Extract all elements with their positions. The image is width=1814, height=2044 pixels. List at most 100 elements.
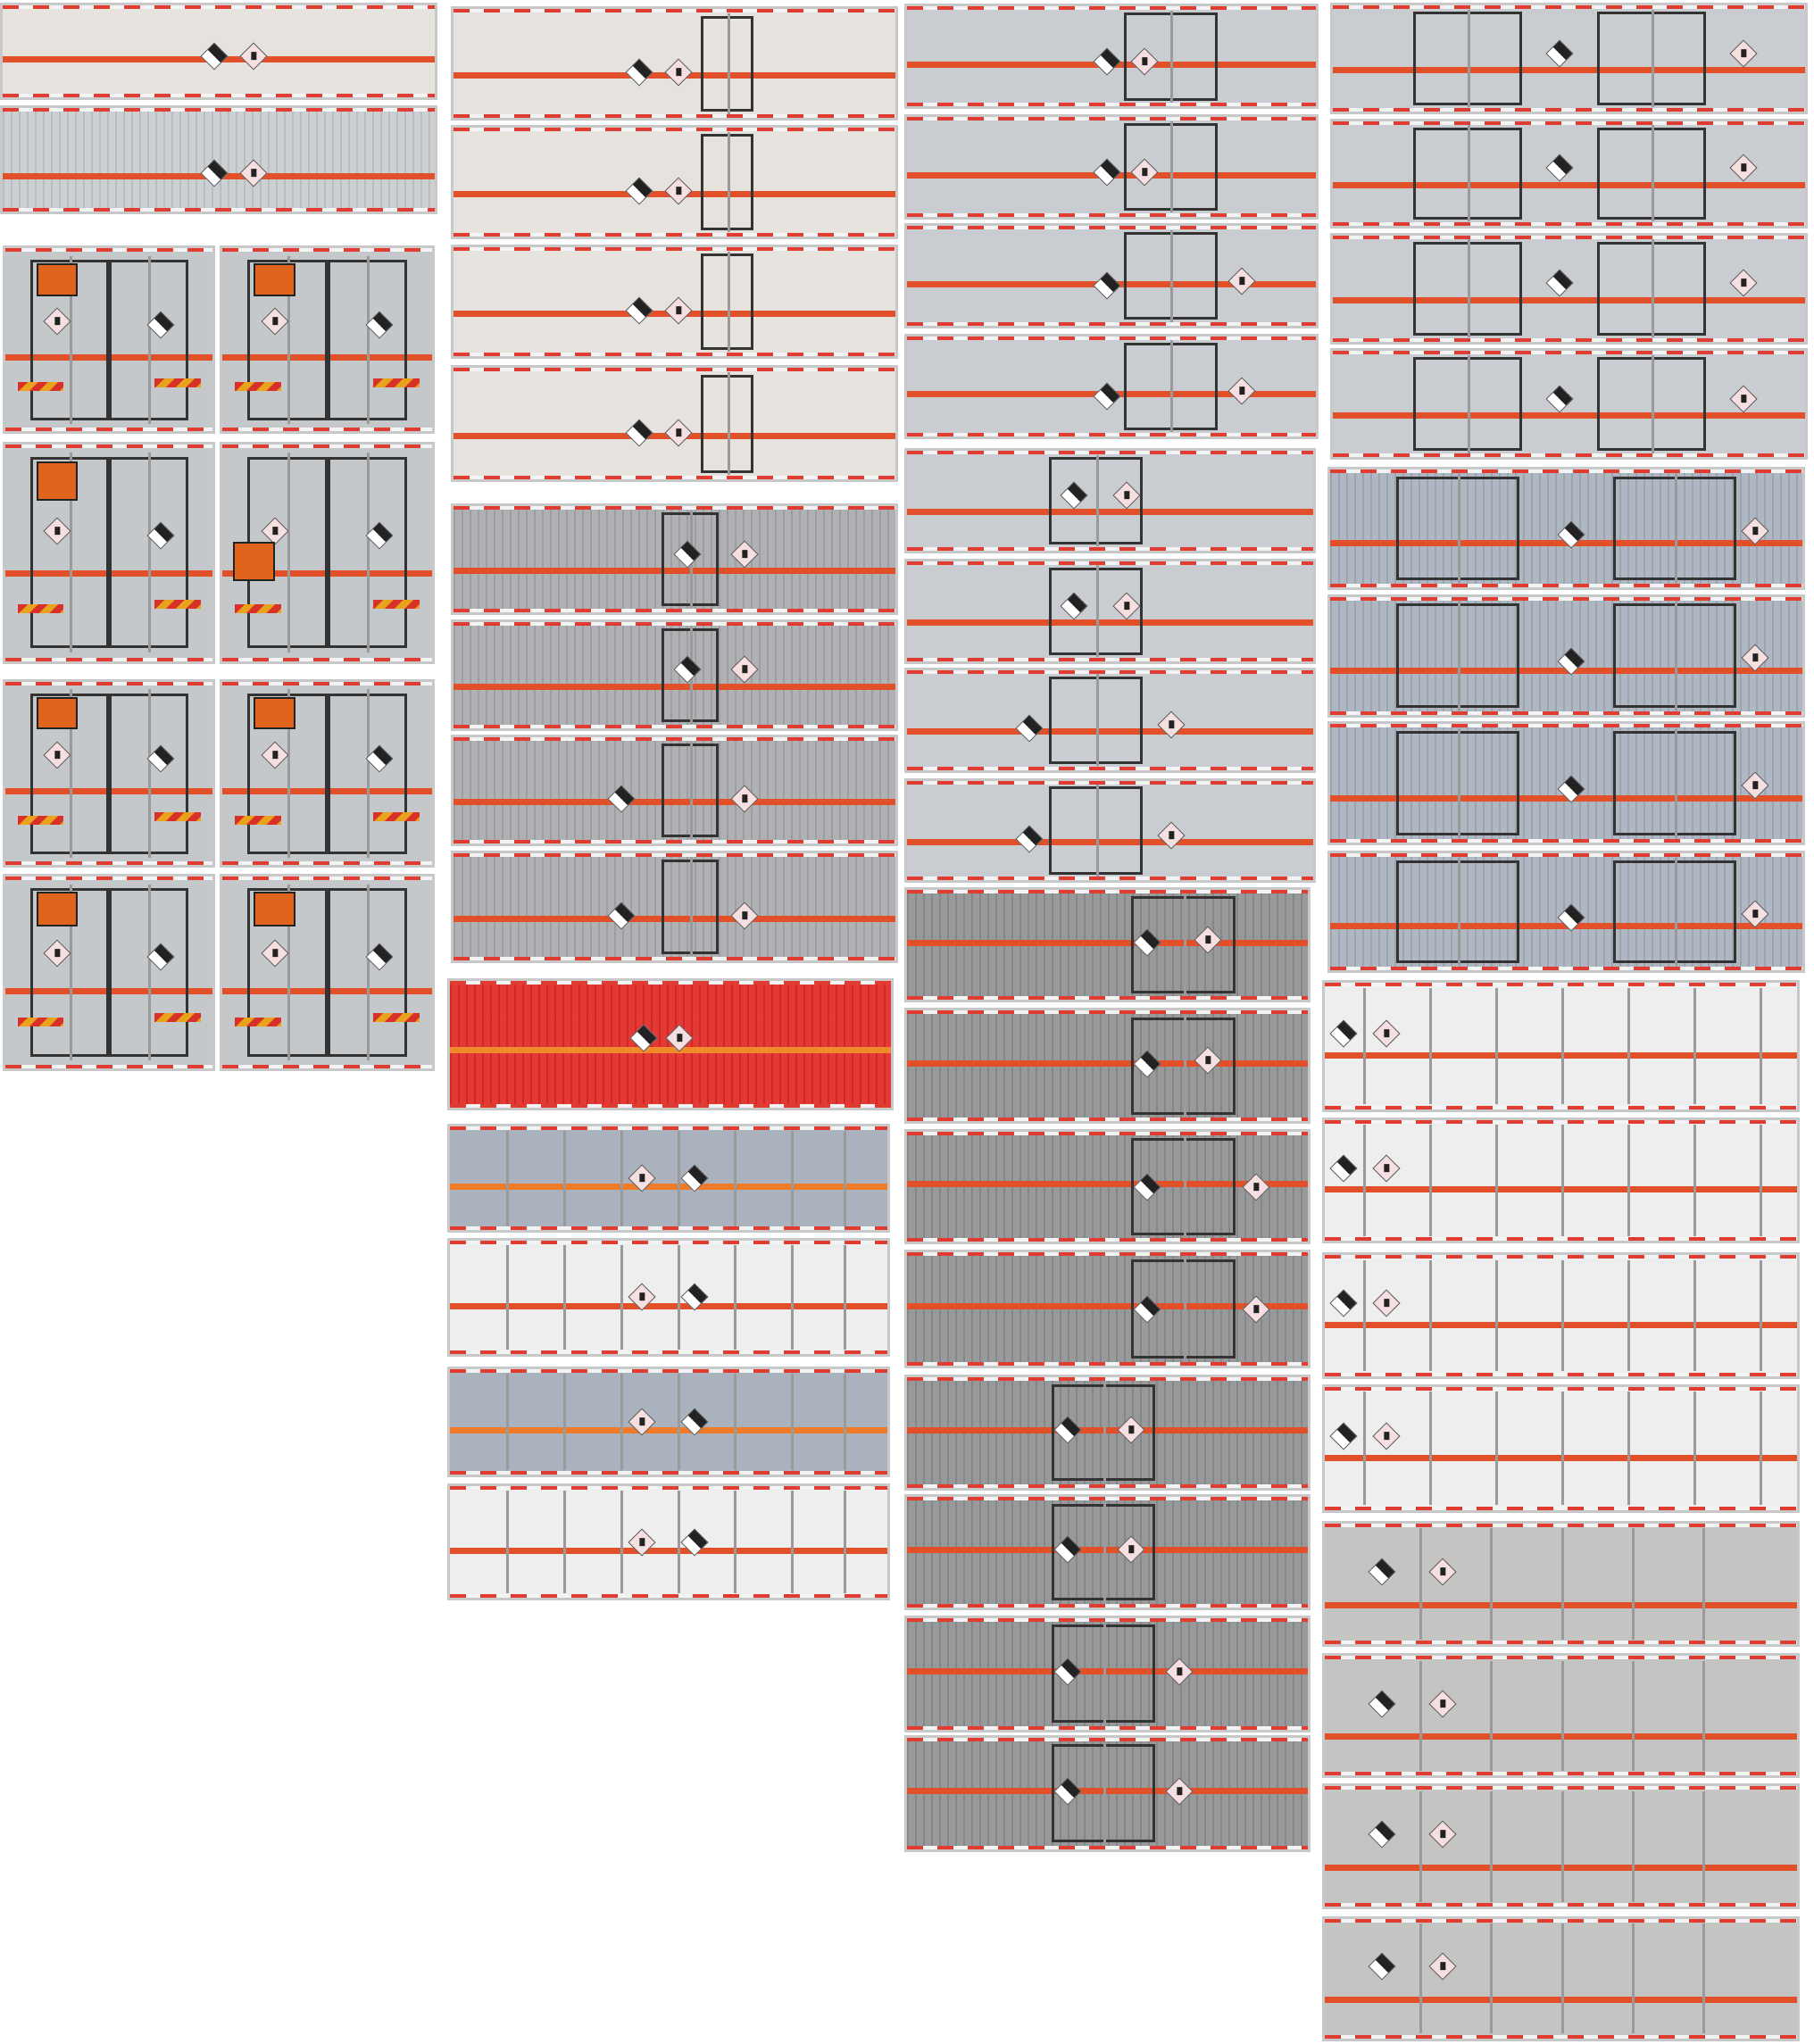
environmental-hazard-icon: [239, 41, 268, 71]
door-lock-bar: [677, 1491, 680, 1594]
top-reflective-tape: [454, 621, 895, 626]
orange-hazard-plate: [254, 262, 296, 296]
door-lock-bar: [70, 884, 73, 1061]
door-lock-bar: [727, 13, 730, 114]
door-lock-bar: [1183, 1257, 1186, 1361]
environmental-hazard-icon: [1242, 1295, 1270, 1324]
door-lock-bar: [1362, 1259, 1366, 1372]
door-lock-bar: [287, 884, 290, 1061]
side-panel-photo: [1322, 980, 1800, 1112]
door-lock-bar: [734, 1491, 737, 1594]
door-lock-bar: [1467, 354, 1470, 453]
door-lock-bar: [689, 741, 693, 840]
door-lock-bar: [1560, 1660, 1564, 1771]
door-lock-bar: [790, 1130, 794, 1226]
side-panel-photo: [2, 679, 216, 868]
rear-reflective-chevron: [154, 378, 201, 387]
door-lock-bar: [1095, 674, 1099, 767]
top-reflective-tape: [454, 852, 895, 857]
side-panel-photo: [904, 1494, 1311, 1610]
door-lock-bar: [1490, 1924, 1494, 2034]
side-panel-photo: [1322, 1383, 1800, 1513]
bottom-reflective-tape: [907, 1238, 1309, 1242]
side-panel-photo: [1322, 1915, 1800, 2041]
side-panel-photo: [219, 679, 436, 868]
door-lock-bar: [506, 1245, 510, 1350]
class-9-hazard-icon: [1545, 154, 1574, 183]
bottom-reflective-tape: [1325, 1640, 1797, 1644]
environmental-hazard-icon: [1428, 1690, 1457, 1718]
environmental-hazard-icon: [730, 902, 760, 930]
bottom-reflective-tape: [1333, 453, 1805, 458]
side-panel-photo: [904, 4, 1319, 110]
door-lock-bar: [1183, 1135, 1186, 1238]
door-lock-bar: [148, 884, 152, 1061]
door-lock-bar: [1627, 988, 1630, 1105]
orange-stripe: [449, 1548, 887, 1555]
environmental-hazard-icon: [664, 58, 693, 87]
rear-reflective-chevron: [154, 1013, 201, 1023]
bottom-reflective-tape: [221, 657, 433, 661]
bottom-reflective-tape: [449, 1104, 892, 1109]
door-lock-bar: [287, 453, 290, 652]
bottom-reflective-tape: [4, 1065, 213, 1069]
door-lock-bar: [1702, 1660, 1706, 1771]
door-lock-bar: [790, 1374, 794, 1471]
bottom-reflective-tape: [1325, 1372, 1797, 1376]
door-lock-bar: [1631, 1660, 1635, 1771]
cargo-door: [1597, 12, 1706, 105]
class-9-hazard-icon: [1368, 1690, 1396, 1718]
rear-reflective-chevron: [235, 604, 281, 614]
top-reflective-tape: [907, 780, 1313, 785]
door-lock-bar: [70, 453, 73, 652]
door-lock-bar: [620, 1491, 623, 1594]
side-panel-photo: [1322, 1653, 1800, 1779]
orange-stripe: [449, 1302, 887, 1309]
bottom-reflective-tape: [449, 1594, 887, 1599]
cargo-door: [1131, 1017, 1236, 1115]
class-9-hazard-icon: [1014, 824, 1044, 853]
door-lock-bar: [367, 453, 370, 652]
rear-reflective-chevron: [373, 811, 420, 821]
bottom-reflective-tape: [907, 432, 1316, 436]
door-lock-bar: [1103, 1382, 1107, 1483]
orange-hazard-plate: [254, 696, 296, 730]
door-lock-bar: [1457, 857, 1460, 966]
environmental-hazard-icon: [1729, 269, 1758, 297]
door-lock-bar: [734, 1130, 737, 1226]
top-reflective-tape: [907, 1131, 1309, 1135]
top-reflective-tape: [1330, 724, 1802, 728]
door-lock-bar: [620, 1130, 623, 1226]
orange-hazard-plate: [36, 461, 79, 501]
environmental-hazard-icon: [1372, 1289, 1401, 1317]
rear-reflective-chevron: [235, 815, 281, 825]
door-lock-bar: [1759, 988, 1762, 1105]
door-lock-bar: [734, 1374, 737, 1471]
side-panel-photo: [1322, 1252, 1800, 1379]
top-reflective-tape: [449, 1486, 887, 1491]
rear-reflective-chevron: [373, 600, 420, 610]
side-panel-photo: [904, 1375, 1311, 1491]
orange-stripe: [454, 568, 895, 575]
top-reflective-tape: [1333, 235, 1805, 239]
side-panel-photo: [904, 777, 1316, 884]
bottom-reflective-tape: [221, 427, 433, 431]
door-lock-bar: [1702, 1791, 1706, 1903]
door-lock-bar: [1170, 120, 1174, 213]
side-panel-photo: [446, 1238, 890, 1357]
top-reflective-tape: [907, 451, 1313, 455]
top-reflective-tape: [1333, 120, 1805, 125]
top-reflective-tape: [1325, 1656, 1797, 1660]
door-lock-bar: [1693, 988, 1696, 1105]
door-lock-bar: [1651, 125, 1654, 222]
bottom-reflective-tape: [1330, 710, 1802, 715]
door-lock-bar: [1651, 239, 1654, 338]
environmental-hazard-icon: [1428, 1820, 1457, 1849]
side-panel-photo: [451, 124, 898, 239]
top-reflective-tape: [221, 682, 433, 686]
door-lock-bar: [1419, 1528, 1422, 1640]
door-lock-bar: [790, 1245, 794, 1350]
environmental-hazard-icon: [1729, 38, 1758, 68]
bottom-reflective-tape: [3, 93, 436, 97]
top-reflective-tape: [907, 1010, 1309, 1015]
